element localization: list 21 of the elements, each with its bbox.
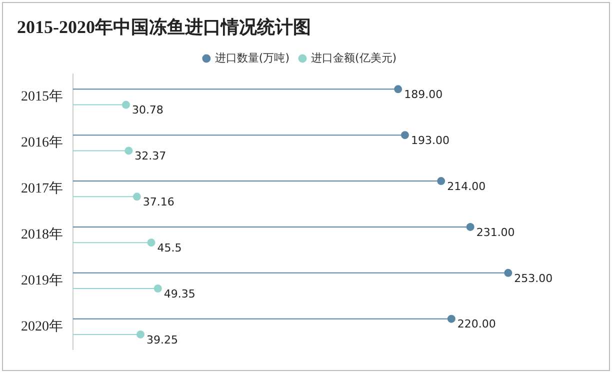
data-label: 30.78 (132, 104, 164, 117)
data-label: 193.00 (410, 134, 450, 147)
y-tick-label: 2015年 (21, 88, 63, 105)
data-label: 231.00 (476, 226, 515, 239)
data-label: 39.25 (146, 333, 178, 346)
data-label: 253.00 (514, 272, 553, 285)
y-tick-label: 2018年 (21, 226, 63, 242)
y-tick-label: 2020年 (21, 318, 63, 334)
data-label: 189.00 (404, 88, 443, 102)
legend-label: 进口数量(万吨) (214, 51, 290, 64)
y-tick-label: 2016年 (21, 134, 63, 151)
data-label: 37.16 (142, 196, 174, 208)
data-label: 45.5 (157, 241, 182, 254)
data-label: 49.35 (164, 287, 196, 300)
data-label: 214.00 (447, 180, 486, 193)
y-tick-label: 2017年 (21, 180, 63, 197)
legend-label: 进口金额(亿美元) (311, 51, 397, 64)
data-label: 32.37 (134, 150, 166, 163)
data-label: 220.00 (457, 318, 496, 331)
chart-title: 2015-2020年中国冻鱼进口情况统计图 (17, 16, 311, 39)
y-tick-label: 2019年 (21, 272, 63, 288)
